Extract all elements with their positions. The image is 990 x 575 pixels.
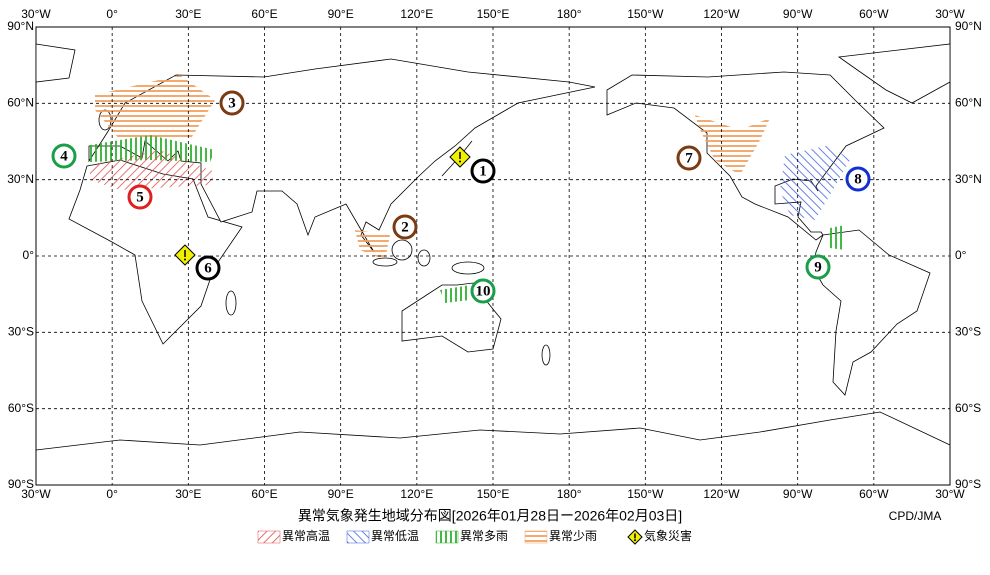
marker-ring [470,278,496,304]
legend-label: 気象災害 [644,528,692,543]
marker-label: 3 [228,95,236,111]
credit: CPD/JMA [889,509,942,523]
lat-label: 30°N [955,172,982,186]
marker: 10 [470,278,496,304]
lat-label: 0° [955,248,967,262]
marker-label: 7 [685,150,693,166]
marker-label: 8 [854,171,862,187]
lon-label: 120°E [400,7,433,21]
lon-label: 150°W [627,7,664,21]
marker: 4 [51,143,77,169]
lon-label: 30°W [21,7,51,21]
lat-label: 0° [23,248,35,262]
marker-label: 10 [476,283,491,299]
marker-ring [845,166,871,192]
map-title: 異常気象発生地域分布図[2026年01月28日ー2026年02月03日] [298,508,682,524]
lat-label: 90°S [8,477,34,491]
legend-label: 異常高温 [282,528,330,543]
lon-label: 60°W [859,487,889,501]
lon-label: 30°W [21,487,51,501]
marker: 2 [392,214,418,240]
lon-label: 120°W [703,487,740,501]
marker-label: 6 [204,260,212,276]
marker: 9 [805,254,831,280]
lon-label: 180° [557,7,582,21]
marker-label: 4 [60,148,68,164]
lon-label: 30°W [935,487,965,501]
disaster-icon-dot [634,539,636,542]
anomaly-areas [90,75,850,303]
lon-label: 30°W [935,7,965,21]
lon-label: 150°E [477,487,510,501]
marker-ring [392,214,418,240]
marker-ring [195,255,221,281]
lat-label: 90°N [955,19,982,33]
graticule [36,27,950,485]
legend-swatch [435,530,459,544]
marker-label: 2 [401,219,409,235]
marker-ring [676,145,702,171]
lon-label: 120°E [400,487,433,501]
legend-swatch [346,530,370,544]
marker: 1 [470,158,496,184]
lon-label: 30°E [175,7,201,21]
marker-ring [51,143,77,169]
marker-label: 9 [814,259,822,275]
lon-label: 90°W [783,7,813,21]
legend-swatch [524,530,548,544]
marker: 3 [219,90,245,116]
marker: 5 [127,184,153,210]
lon-label: 60°W [859,7,889,21]
legend-swatch [257,530,281,544]
lat-label: 60°N [955,96,982,110]
lat-label: 60°N [7,96,34,110]
marker-ring [127,184,153,210]
lat-label: 60°S [8,401,34,415]
marker-ring [470,158,496,184]
lat-label: 30°S [8,325,34,339]
lon-label: 150°W [627,487,664,501]
lon-label: 90°W [783,487,813,501]
legend-label: 異常少雨 [549,529,597,543]
lon-label: 60°E [251,487,277,501]
lat-label: 90°S [955,477,981,491]
marker: 7 [676,145,702,171]
marker: 8 [845,166,871,192]
lon-label: 120°W [703,7,740,21]
legend-label: 異常低温 [371,529,419,543]
legend-label: 異常多雨 [460,529,508,543]
markers: 1 2 3 4 5 6 7 8 9 10 [51,90,871,304]
marker: 6 [195,255,221,281]
disaster-icon-dot [459,160,461,163]
legend: 異常高温 異常低温 異常多雨 異常少雨 気象災害 [257,528,692,545]
lat-label: 30°N [7,172,34,186]
marker-label: 5 [136,189,144,205]
lon-label: 180° [557,487,582,501]
lon-label: 30°E [175,487,201,501]
marker-label: 1 [479,163,487,179]
axis-labels: 30°W30°W0°0°30°E30°E60°E60°E90°E90°E120°… [7,7,982,501]
lon-label: 150°E [477,7,510,21]
lat-label: 30°S [955,325,981,339]
disaster-icon-dot [184,258,186,261]
lon-label: 90°E [328,7,354,21]
marker-ring [219,90,245,116]
marker-ring [805,254,831,280]
lon-label: 0° [106,7,118,21]
lat-label: 60°S [955,401,981,415]
lon-label: 0° [106,487,118,501]
lon-label: 60°E [251,7,277,21]
lat-label: 90°N [7,19,34,33]
lon-label: 90°E [328,487,354,501]
